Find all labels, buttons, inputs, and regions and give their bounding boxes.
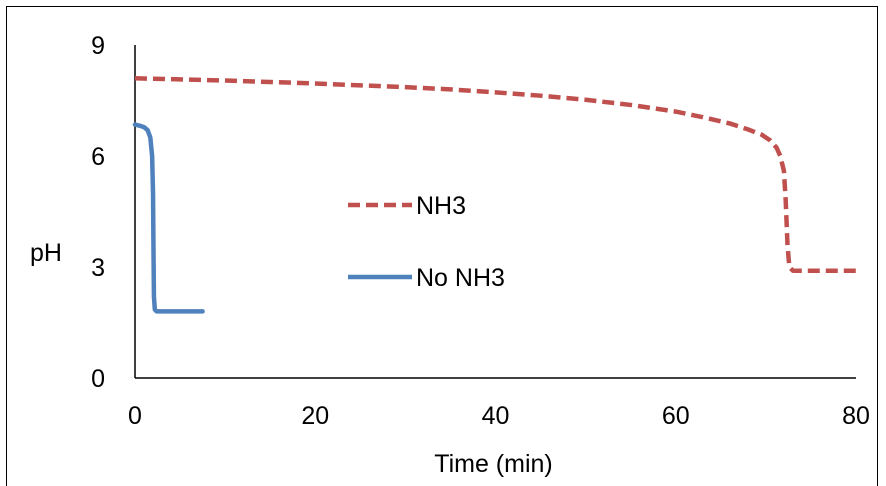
legend-label: No NH3	[416, 264, 505, 292]
y-tick-label: 6	[91, 143, 105, 171]
x-axis-title: Time (min)	[434, 450, 553, 477]
y-tick-labels: 0 3 6 9	[91, 32, 105, 393]
x-tick-labels: 0 20 40 60 80	[128, 402, 870, 430]
series-line-nh3	[134, 76, 856, 273]
x-tick-label: 0	[128, 402, 142, 430]
series-layer	[132, 76, 856, 314]
series-line-no-nh3	[132, 122, 205, 314]
x-tick-label: 60	[662, 402, 690, 430]
y-tick-label: 3	[91, 254, 105, 282]
x-tick-label: 80	[842, 402, 870, 430]
y-tick-label: 9	[91, 32, 105, 60]
legend: NH3 No NH3	[348, 192, 505, 292]
y-axis-title: pH	[30, 239, 62, 267]
x-tick-label: 20	[301, 402, 329, 430]
y-tick-label: 0	[91, 365, 105, 393]
axes	[134, 45, 856, 379]
x-tick-label: 40	[482, 402, 510, 430]
chart-frame	[6, 6, 878, 486]
legend-label: NH3	[416, 192, 466, 220]
